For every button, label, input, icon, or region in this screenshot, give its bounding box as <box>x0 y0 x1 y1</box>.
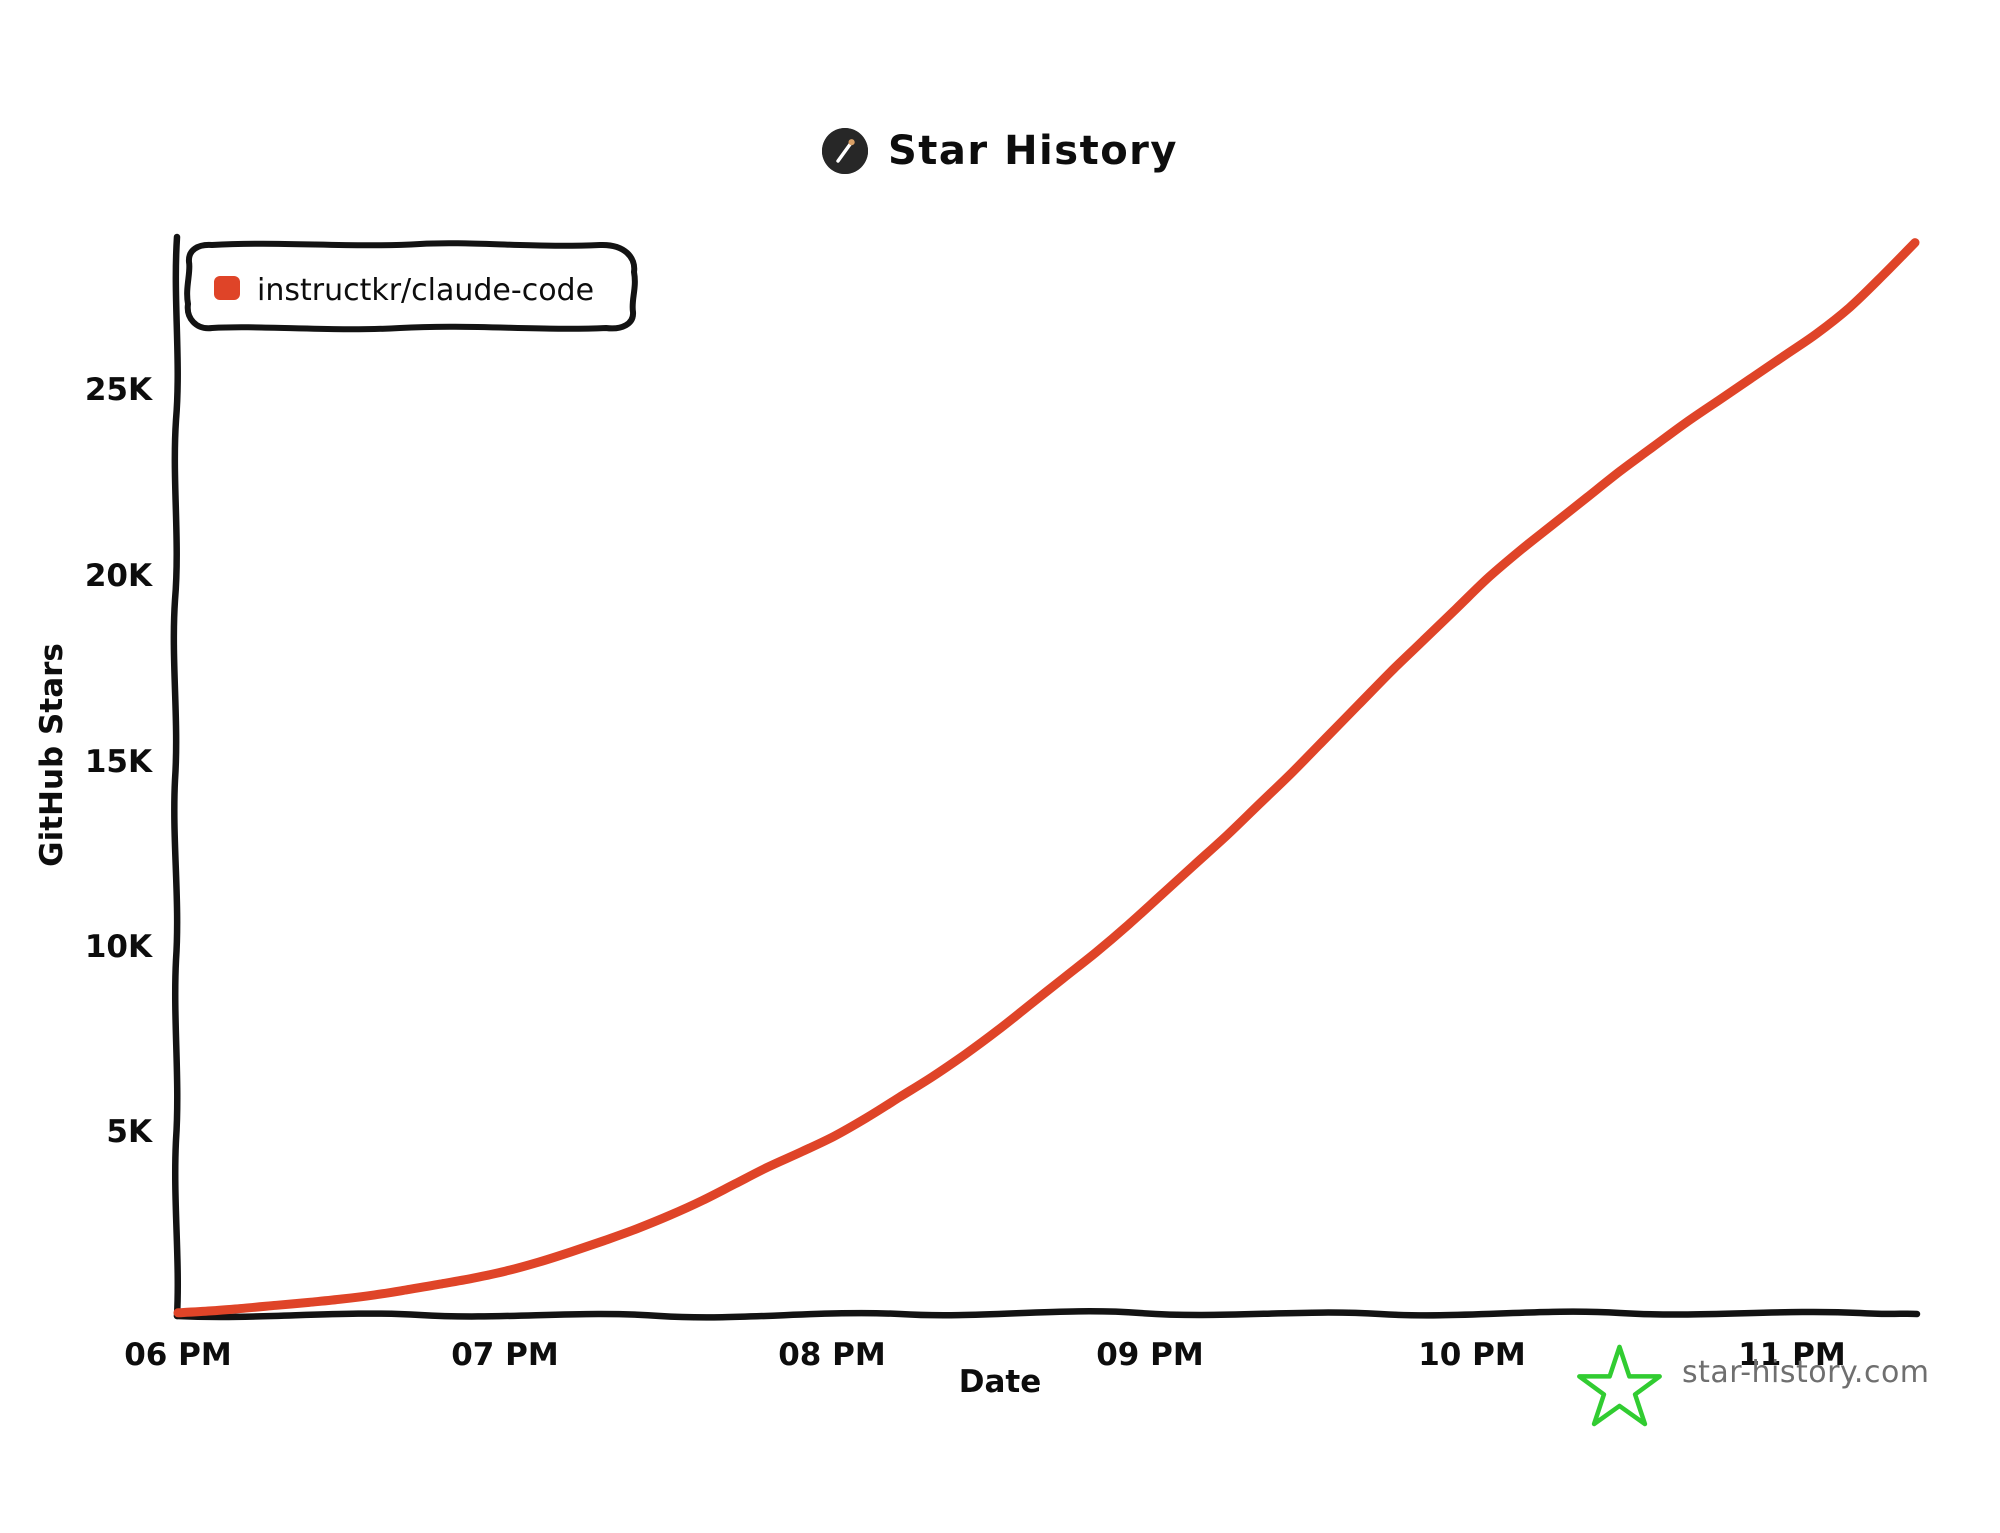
star-icon <box>1577 1344 1662 1427</box>
y-axis-line <box>170 233 181 1320</box>
legend-box-border <box>184 240 638 333</box>
x-tick-label-3: 09 PM <box>1096 1337 1204 1373</box>
y-tick-label-3: 20K <box>85 558 153 594</box>
data-line-instructkr-claude-code <box>173 238 1920 1318</box>
chart-header: Star History <box>0 128 2000 174</box>
legend-label-0: instructkr/claude-code <box>257 273 594 308</box>
x-axis-title: Date <box>959 1364 1042 1400</box>
y-tick-label-0: 5K <box>106 1114 153 1150</box>
page-title: Star History <box>888 128 1178 174</box>
watermark[interactable]: star-history.com <box>1577 1344 1930 1427</box>
y-tick-label-2: 15K <box>85 744 153 780</box>
y-axis-title: GitHub Stars <box>34 643 70 867</box>
x-tick-label-0: 06 PM <box>124 1337 232 1373</box>
x-tick-label-2: 08 PM <box>778 1337 886 1373</box>
x-tick-label-4: 10 PM <box>1418 1337 1526 1373</box>
x-tick-label-1: 07 PM <box>451 1337 559 1373</box>
legend: instructkr/claude-code <box>184 240 638 333</box>
match-stick-icon <box>822 128 868 174</box>
x-tick-label-5: 11 PM <box>1738 1337 1846 1373</box>
y-tick-label-4: 25K <box>85 372 153 408</box>
x-axis-line <box>173 1308 1921 1321</box>
y-tick-label-1: 10K <box>85 929 153 965</box>
legend-marker-0 <box>214 276 240 300</box>
watermark-label: star-history.com <box>1682 1355 1930 1390</box>
